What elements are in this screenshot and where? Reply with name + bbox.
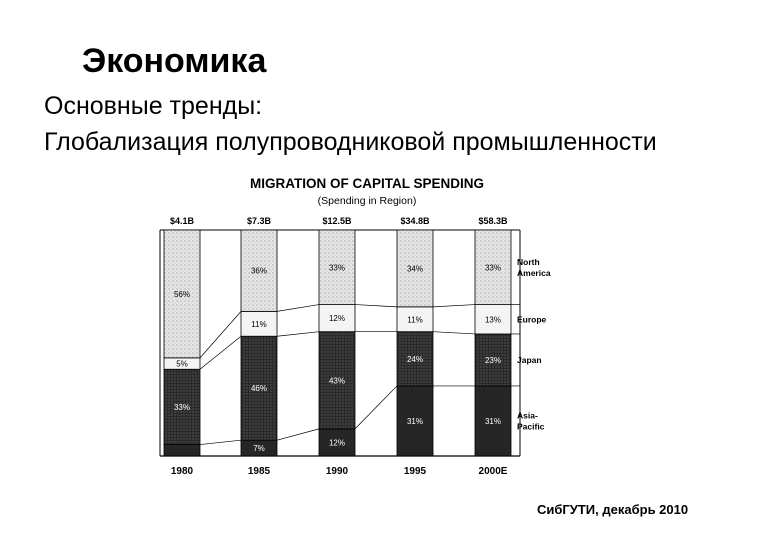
bar-segment-japan-1990: [318, 331, 356, 430]
data-label-europe-1990: 12%: [329, 314, 345, 323]
total-label-2000E: $58.3B: [478, 216, 508, 226]
connector-asia-pacific-0: [199, 439, 242, 445]
legend-entry-north-america: North America: [517, 257, 551, 278]
bar-segment-japan-2000E: [474, 333, 512, 387]
legend-entry-japan: Japan: [517, 355, 542, 365]
bar-segment-north-america-1985: [240, 229, 278, 312]
chart-frame: [159, 229, 521, 457]
bar-segment-japan-1980: [163, 368, 201, 445]
connector-japan-1: [276, 331, 320, 337]
slide-title: Экономика: [82, 42, 267, 80]
total-label-1990: $12.5B: [322, 216, 352, 226]
bar-segment-japan-1995: [396, 331, 434, 387]
connector-europe-0: [199, 311, 242, 359]
connector-europe-2: [354, 304, 398, 308]
chart-legend: North America Europe Japan Asia-Pacific: [517, 257, 551, 432]
total-label-1995: $34.8B: [400, 216, 430, 226]
data-label-north-america-1980: 56%: [174, 290, 190, 299]
chart-labels: 33% 5% 56% $4.1B 1980 7% 46% 11% 36% $7.3B 1985 12%…: [170, 216, 508, 477]
connector-europe-1: [276, 304, 320, 312]
bar-segment-asia-pacific-1995: [396, 385, 434, 457]
connector-asia-pacific-2: [354, 385, 398, 430]
bar-segment-north-america-2000E: [474, 229, 512, 305]
connector-japan-0: [199, 335, 242, 370]
bar-segment-europe-2000E: [474, 304, 512, 335]
footer-text: СибГУТИ, декабрь 2010: [537, 502, 689, 517]
data-label-europe-1985: 11%: [251, 320, 266, 329]
subtitle-line-2: Глобализация полупроводниковой промышлен…: [44, 128, 657, 156]
connector-japan-3: [432, 331, 476, 335]
total-label-1980: $4.1B: [170, 216, 195, 226]
bar-segment-north-america-1995: [396, 229, 434, 308]
legend-entry-asia-pacific: Asia-Pacific: [517, 410, 545, 431]
data-label-japan-1985: 46%: [251, 384, 267, 393]
data-label-europe-1980: 5%: [176, 360, 188, 369]
data-label-north-america-1990: 33%: [329, 263, 345, 272]
data-label-japan-1980: 33%: [174, 403, 190, 412]
data-label-europe-2000E: 13%: [485, 315, 501, 324]
bar-segment-north-america-1980: [163, 229, 201, 359]
connector-asia-pacific-1: [276, 428, 320, 441]
data-label-asia-pacific-1995: 31%: [407, 417, 423, 426]
data-label-asia-pacific-2000E: 31%: [485, 417, 501, 426]
data-label-asia-pacific-1990: 12%: [329, 438, 345, 447]
data-label-japan-1995: 24%: [407, 355, 423, 364]
x-tick-label-1980: 1980: [171, 466, 194, 477]
bar-segment-europe-1995: [396, 306, 434, 333]
x-tick-label-1995: 1995: [404, 466, 427, 477]
x-tick-label-1990: 1990: [326, 466, 349, 477]
data-label-europe-1995: 11%: [407, 315, 422, 324]
bar-segment-japan-1985: [240, 335, 278, 441]
data-label-asia-pacific-1985: 7%: [253, 444, 265, 453]
chart-subtitle: (Spending in Region): [318, 195, 417, 207]
data-label-japan-1990: 43%: [329, 376, 345, 385]
data-label-north-america-1985: 36%: [251, 267, 267, 276]
data-label-japan-2000E: 23%: [485, 356, 501, 365]
x-tick-label-1985: 1985: [248, 466, 271, 477]
connector-europe-3: [432, 304, 476, 308]
x-tick-label-2000E: 2000E: [479, 466, 508, 477]
series-connectors: [199, 304, 520, 445]
legend-entry-europe: Europe: [517, 314, 547, 324]
bar-segment-asia-pacific-1980: [163, 444, 201, 457]
chart-bars: [163, 229, 512, 457]
bar-segment-europe-1985: [240, 310, 278, 337]
bar-segment-north-america-1990: [318, 229, 356, 305]
data-label-north-america-2000E: 33%: [485, 263, 501, 272]
subtitle-line-1: Основные тренды:: [44, 92, 263, 120]
chart-title: MIGRATION OF CAPITAL SPENDING: [250, 176, 484, 191]
bar-segment-asia-pacific-2000E: [474, 385, 512, 457]
data-label-north-america-1995: 34%: [407, 264, 423, 273]
total-label-1985: $7.3B: [247, 216, 272, 226]
